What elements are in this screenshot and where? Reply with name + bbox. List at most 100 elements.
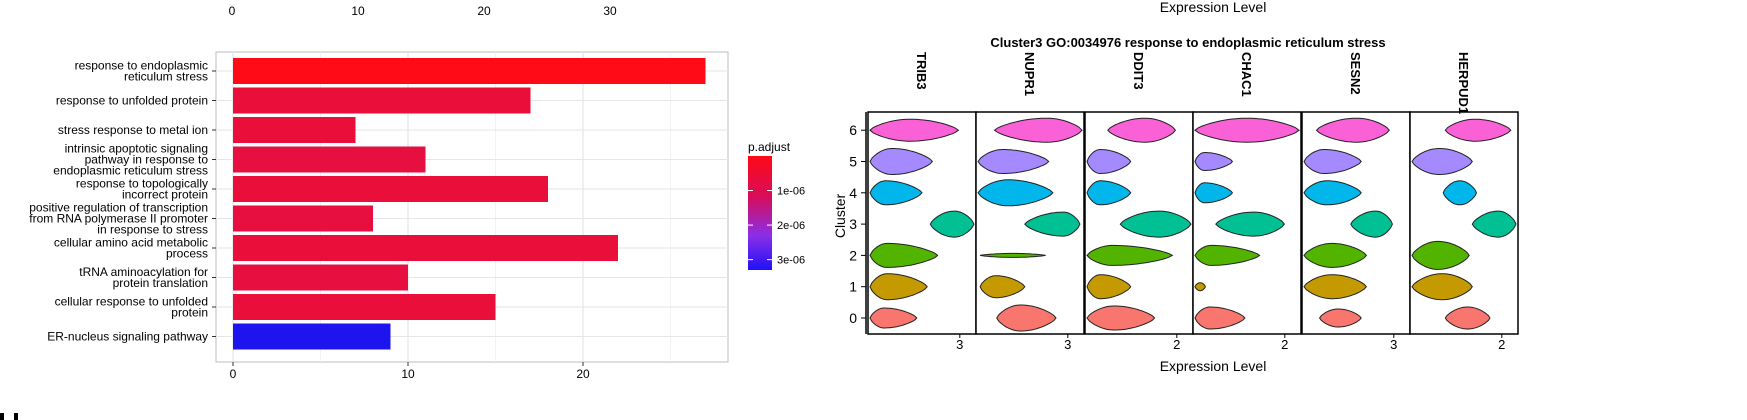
gene-panel-trib3: TRIB3 3 — [867, 52, 977, 352]
violin-herpud1-cluster-0 — [1444, 306, 1491, 330]
bar — [233, 176, 548, 202]
gene-panel-nupr1: NUPR1 3 — [975, 52, 1085, 352]
y-tick-label: 5 — [849, 154, 857, 170]
violin-herpud1-cluster-2 — [1411, 240, 1470, 270]
violin-ddit3-cluster-3 — [1119, 210, 1192, 238]
legend-ticks: 1e-06 2e-06 3e-06 — [748, 186, 805, 267]
category-label-line: protein — [171, 306, 208, 320]
violin-trib3-cluster-3 — [929, 210, 975, 238]
violin-ddit3-cluster-2 — [1086, 244, 1174, 266]
violin-chac1-cluster-4 — [1194, 182, 1234, 204]
category-label-line: stress response to metal ion — [58, 123, 208, 137]
violin-nupr1-cluster-6 — [993, 117, 1083, 143]
category-label-line: intrinsic apoptotic signaling — [65, 142, 208, 156]
bar — [233, 87, 531, 114]
violin-nupr1-cluster-1 — [979, 275, 1026, 299]
x-axis-label: Expression Level — [1160, 358, 1267, 374]
y-tick-label: 2 — [849, 247, 857, 263]
y-tick-label: 4 — [849, 185, 857, 201]
y-axis-label: Cluster — [832, 193, 848, 238]
category-label-line: in response to stress — [97, 223, 208, 237]
violin-nupr1-cluster-0 — [996, 304, 1057, 332]
category-label: response to unfolded protein — [56, 94, 208, 108]
y-tick-label: 1 — [849, 279, 857, 295]
violin-chac1-cluster-0 — [1194, 306, 1246, 330]
gene-panel-sesn2: SESN2 3 — [1301, 52, 1411, 352]
violin-chac1-cluster-2 — [1194, 244, 1261, 266]
violin-chac1-cluster-1 — [1194, 282, 1206, 292]
legend-tick-label: 3e-06 — [777, 255, 805, 267]
violin-ddit3-cluster-0 — [1086, 305, 1156, 331]
violin-herpud1-cluster-1 — [1411, 273, 1473, 301]
category-label-line: positive regulation of transcription — [29, 201, 208, 215]
violin-sesn2-cluster-1 — [1303, 274, 1368, 300]
gene-panel-chac1: CHAC1 2 — [1192, 52, 1302, 352]
violin-trib3-cluster-1 — [869, 273, 928, 301]
category-label-line: protein translation — [113, 276, 208, 290]
category-label-line: process — [166, 247, 208, 261]
violin-herpud1-cluster-4 — [1442, 180, 1478, 206]
top-tick-label: 30 — [603, 4, 617, 18]
bar — [233, 58, 706, 84]
category-label: intrinsic apoptotic signaling pathway in … — [53, 142, 208, 178]
bar — [233, 294, 496, 320]
violin-sesn2-cluster-6 — [1315, 117, 1390, 143]
category-label-line: ER-nucleus signaling pathway — [47, 330, 208, 344]
legend-tick-label: 1e-06 — [777, 186, 805, 198]
category-label: response to endoplasmic reticulum stress — [75, 59, 208, 84]
x-tick-label: 2 — [1173, 337, 1180, 352]
top-tick-label: 10 — [351, 4, 365, 18]
legend-title: p.adjust — [748, 140, 791, 154]
violin-ddit3-cluster-5 — [1086, 149, 1132, 174]
category-label: cellular response to unfolded protein — [55, 295, 208, 320]
category-label-line: from RNA polymerase II promoter — [29, 212, 208, 226]
top-tick-label: 0 — [229, 4, 236, 18]
x-tick-label: 20 — [576, 367, 590, 381]
category-label-line: cellular response to unfolded — [55, 295, 208, 309]
violin-chac1-cluster-6 — [1194, 117, 1300, 143]
x-tick-label: 2 — [1281, 337, 1288, 352]
y-tick-label: 0 — [849, 310, 857, 326]
violin-ddit3-cluster-1 — [1086, 274, 1132, 300]
bar — [233, 323, 391, 350]
category-label-line: reticulum stress — [124, 70, 208, 84]
x-tick-labels: 0 10 20 — [230, 362, 590, 381]
bar — [233, 264, 408, 291]
bar — [233, 146, 426, 173]
panel-letter-fragment — [14, 413, 18, 420]
x-tick-label: 2 — [1498, 337, 1505, 352]
category-label-line: tRNA aminoacylation for — [79, 265, 208, 279]
x-tick-label: 3 — [956, 337, 963, 352]
violin-sesn2-cluster-2 — [1303, 242, 1368, 268]
violin-sesn2-cluster-4 — [1303, 180, 1362, 206]
legend-tick-label: 2e-06 — [777, 220, 805, 232]
y-tick-label: 6 — [849, 122, 857, 138]
violin-sesn2-cluster-3 — [1350, 210, 1393, 238]
violin-chac1-cluster-3 — [1215, 211, 1286, 237]
violin-trib3-cluster-6 — [869, 118, 960, 142]
panel-letter-fragment — [0, 413, 4, 420]
x-tick-label: 3 — [1064, 337, 1071, 352]
top-tick-label: 20 — [477, 4, 491, 18]
gene-panels: TRIB3 3 NUPR1 3 DDIT3 2 CHAC1 2 SESN2 3 HERPUD1 2 — [867, 52, 1519, 352]
bars — [233, 58, 706, 350]
violin-trib3-cluster-4 — [869, 180, 923, 206]
chart-title: Cluster3 GO:0034976 response to endoplas… — [990, 35, 1385, 50]
bar — [233, 117, 356, 143]
violin-trib3-cluster-5 — [869, 148, 934, 175]
top-axis-label: Expression Level — [1160, 0, 1267, 15]
violin-ddit3-cluster-4 — [1086, 180, 1132, 206]
violin-sesn2-cluster-0 — [1318, 308, 1362, 328]
violin-herpud1-cluster-3 — [1471, 210, 1517, 238]
violin-chac1-cluster-5 — [1194, 152, 1234, 171]
violin-trib3-cluster-0 — [869, 307, 918, 329]
gene-label: DDIT3 — [1131, 52, 1146, 90]
category-label: tRNA aminoacylation for protein translati… — [79, 265, 208, 290]
bar — [233, 205, 373, 232]
category-label-line: endoplasmic reticulum stress — [53, 164, 208, 178]
gene-panel-herpud1: HERPUD1 2 — [1409, 52, 1519, 352]
violin-trib3-cluster-2 — [869, 242, 939, 268]
gene-label: NUPR1 — [1022, 52, 1037, 96]
cluster-axis: 0 1 2 3 4 5 6 — [849, 112, 867, 334]
